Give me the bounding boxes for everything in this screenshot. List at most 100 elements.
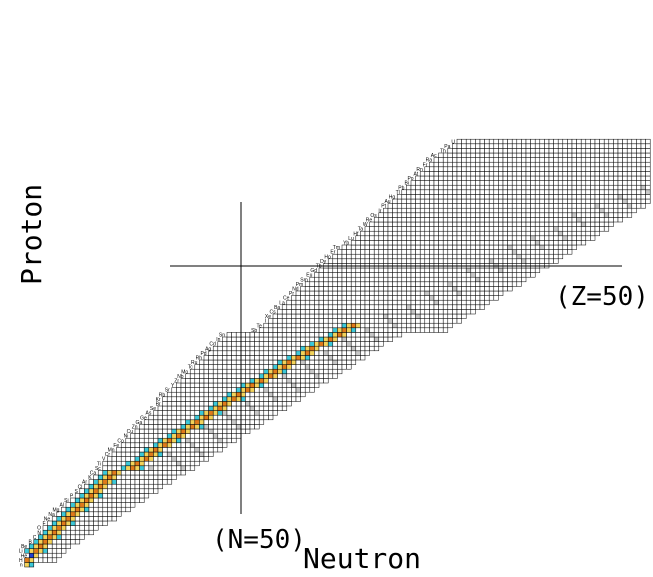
nuclide-cell <box>613 184 619 191</box>
nuclide-cell <box>387 230 393 237</box>
nuclide-cell <box>442 258 449 264</box>
nuclide-cell <box>153 442 159 448</box>
nuclide-cell <box>337 350 343 356</box>
nuclide-cell <box>125 479 131 485</box>
nuclide-cell <box>502 207 508 214</box>
nuclide-cell <box>258 419 265 425</box>
nuclide-cell <box>580 226 587 232</box>
nuclide-cell <box>475 194 481 200</box>
nuclide-cell <box>452 226 458 232</box>
nuclide-cell <box>576 143 582 149</box>
nuclide-cell <box>235 373 242 379</box>
nuclide-cell <box>268 378 274 384</box>
nuclide-cell <box>488 189 495 195</box>
nuclide-cell <box>447 203 453 209</box>
nuclide-cell <box>461 286 467 292</box>
nuclide-cell <box>557 230 564 237</box>
nuclide-cell <box>327 304 334 310</box>
element-label: Si <box>64 498 68 504</box>
nuclide-cell <box>516 143 522 149</box>
nuclide-cell <box>171 451 177 457</box>
nuclide-cell <box>56 552 62 559</box>
nuclide-cell <box>88 506 94 513</box>
nuclide-cell <box>498 221 504 227</box>
nuclide-cell <box>603 203 610 209</box>
nuclide-cell <box>231 368 237 375</box>
nuclide-cell <box>378 281 384 287</box>
nuclide-cell <box>148 428 154 434</box>
nuclide-cell <box>465 161 472 168</box>
nuclide-cell <box>557 180 564 186</box>
nuclide-cell <box>134 456 140 462</box>
nuclide-cell <box>479 194 485 200</box>
nuclide-cell <box>461 258 467 264</box>
nuclide-cell <box>470 161 476 168</box>
nuclide-cell <box>176 460 182 467</box>
nuclide-cell <box>525 143 531 149</box>
nuclide-cell <box>318 368 324 375</box>
nuclide-cell <box>465 253 472 260</box>
nuclide-cell <box>498 212 504 218</box>
nuclide-cell <box>148 456 154 462</box>
nuclide-cell <box>373 235 380 241</box>
nuclide-cell <box>406 290 412 296</box>
nuclide-cell <box>475 304 481 310</box>
nuclide-cell <box>465 175 472 181</box>
nuclide-cell <box>166 474 173 480</box>
nuclide-cell <box>139 451 145 457</box>
nuclide-cell <box>557 189 564 195</box>
nuclide-cell <box>447 161 453 168</box>
nuclide-cell <box>447 207 453 214</box>
nuclide-cell <box>272 350 278 356</box>
nuclide-cell <box>433 217 439 223</box>
nuclide-cell <box>332 341 338 347</box>
nuclide-cell <box>116 460 122 467</box>
nuclide-cell <box>456 299 462 306</box>
nuclide-cell <box>433 309 439 315</box>
nuclide-cell <box>456 286 462 292</box>
nuclide-cell <box>645 171 651 177</box>
nuclide-cell <box>157 433 163 439</box>
nuclide-cell <box>125 470 131 476</box>
nuclide-cell <box>350 249 357 255</box>
nuclide-cell <box>424 198 430 204</box>
nuclide-cell <box>208 401 214 407</box>
nuclide-cell <box>429 244 435 250</box>
nuclide-cell <box>263 391 269 398</box>
nuclide-cell <box>465 290 472 296</box>
nuclide-cell <box>511 184 518 191</box>
nuclide-cell <box>212 447 219 453</box>
nuclide-cell <box>235 419 242 425</box>
nuclide-cell <box>309 364 315 370</box>
nuclide-cell <box>622 184 628 191</box>
nuclide-cell <box>212 368 219 375</box>
nuclide-cell <box>521 180 527 186</box>
nuclide-cell <box>254 405 260 411</box>
nuclide-cell <box>571 194 577 200</box>
nuclide-cell <box>429 203 435 209</box>
nuclide-cell <box>622 207 628 214</box>
nuclide-cell <box>258 401 265 407</box>
nuclide-cell <box>383 240 389 246</box>
nuclide-cell <box>447 295 453 301</box>
nuclide-cell <box>410 189 416 195</box>
nuclide-cell <box>199 414 205 421</box>
nuclide-cell <box>392 299 398 306</box>
nuclide-cell <box>442 198 449 204</box>
nuclide-cell <box>456 253 462 260</box>
nuclide-cell <box>488 226 495 232</box>
nuclide-cell <box>479 212 485 218</box>
nuclide-cell <box>511 244 518 250</box>
nuclide-cell <box>429 304 435 310</box>
nuclide-cell <box>498 148 504 154</box>
nuclide-cell <box>415 180 421 186</box>
nuclide-cell <box>369 286 375 292</box>
nuclide-cell <box>599 189 605 195</box>
nuclide-cell <box>438 217 444 223</box>
nuclide-cell <box>429 184 435 191</box>
nuclide-cell <box>645 194 651 200</box>
nuclide-cell <box>447 313 453 319</box>
element-label: Hf <box>353 231 359 237</box>
nuclide-cell <box>419 304 426 310</box>
nuclide-cell <box>516 217 522 223</box>
